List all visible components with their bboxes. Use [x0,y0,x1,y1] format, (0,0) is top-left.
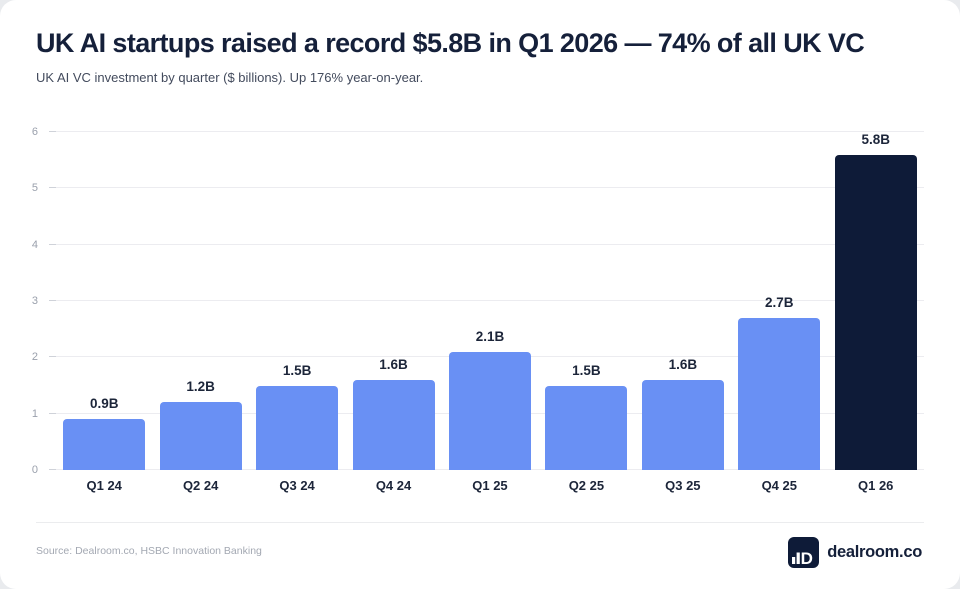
bar-slot-q1-24: 0.9B [56,132,152,470]
y-tick-label-5: 5 [31,182,38,195]
y-tick-2 [49,356,56,358]
footer-divider [36,522,924,523]
x-tick-label-q3-25: Q3 25 [665,478,701,493]
bar-value-label: 1.6B [379,356,408,372]
gridline-3 [49,300,924,301]
y-tick-0 [49,469,56,470]
bar-q1-26 [834,155,917,470]
bar-value-label: 0.9B [89,396,119,412]
bar-slot-q2-25: 1.5B [538,132,634,470]
bar-slot-q2-24: 1.2B [152,132,248,470]
source-note: Source: Dealroom.co, HSBC Innovation Ban… [36,545,262,557]
page-title: UK AI startups raised a record $5.8B in … [36,28,865,58]
y-axis: 0 1 2 3 4 5 6 [0,126,46,476]
page-subtitle: UK AI VC investment by quarter ($ billio… [36,70,424,86]
bar-value-label: 5.8B [861,132,890,147]
bar-q2-25 [545,385,628,470]
bar-series: 0.9B 1.2B 1.5B 1.6B 2.1B 1.5B 1.6B 2.7B 5.8B [56,132,924,470]
plot-area: 0.9B 1.2B 1.5B 1.6B 2.1B 1.5B 1.6B 2.7B 5.8B [49,131,924,470]
bar-q1-25 [448,351,531,470]
y-tick-label-4: 4 [31,238,38,251]
gridline-4 [49,243,924,245]
bar-slot-q3-24: 1.5B [249,132,345,470]
bar-q4-25 [738,317,821,470]
y-tick-label-1: 1 [31,407,38,420]
y-tick-label-2: 2 [31,351,38,364]
bar-q4-24 [352,379,435,470]
x-tick-label-q3-24: Q3 24 [279,478,315,493]
y-tick-6 [49,131,56,132]
svg-text:D: D [801,549,813,568]
bar-value-label: 1.2B [186,379,215,395]
y-tick-label-6: 6 [31,126,38,138]
bar-slot-q4-24: 1.6B [345,132,441,470]
x-tick-label-q2-25: Q2 25 [568,478,605,493]
bar-value-label: 1.5B [572,362,601,378]
brand-logo: D dealroom.co [788,537,922,568]
y-tick-label-0: 0 [31,464,38,476]
y-tick-label-3: 3 [31,295,38,307]
bar-q3-25 [641,379,724,470]
gridline-5 [49,187,924,189]
bar-q2-24 [159,402,242,470]
x-axis: Q1 24 Q2 24 Q3 24 Q4 24 Q1 25 Q2 25 Q3 25 Q4 25… [56,478,924,493]
y-tick-1 [49,412,56,414]
dealroom-logo-icon: D [788,537,820,568]
x-tick-label-q1-25: Q1 25 [472,478,508,493]
x-tick-label-q2-24: Q2 24 [182,478,219,493]
bar-value-label: 2.1B [475,328,505,344]
header: UK AI startups raised a record $5.8B in … [36,28,924,85]
gridline-6 [49,131,924,132]
bar-value-label: 2.7B [765,294,794,310]
bar-slot-q3-25: 1.6B [635,132,731,470]
bar-value-label: 1.5B [282,362,312,378]
brand-wordmark: dealroom.co [827,543,922,561]
bar-q1-24 [63,419,146,470]
bar-chart-d-glyph: D [792,549,813,568]
bar-value-label: 1.6B [668,356,698,372]
bar-slot-q1-26: 5.8B [828,132,924,470]
y-tick-3 [49,300,56,301]
x-tick-label-q4-25: Q4 25 [761,478,797,493]
x-tick-label-q1-24: Q1 24 [86,478,122,493]
x-tick-label-q1-26: Q1 26 [858,478,894,493]
bar-q3-24 [256,385,339,470]
x-tick-label-q4-24: Q4 24 [375,478,412,493]
y-tick-5 [49,187,56,189]
y-tick-4 [49,243,56,245]
bar-slot-q1-25: 2.1B [442,132,538,470]
bar-slot-q4-25: 2.7B [731,132,827,470]
